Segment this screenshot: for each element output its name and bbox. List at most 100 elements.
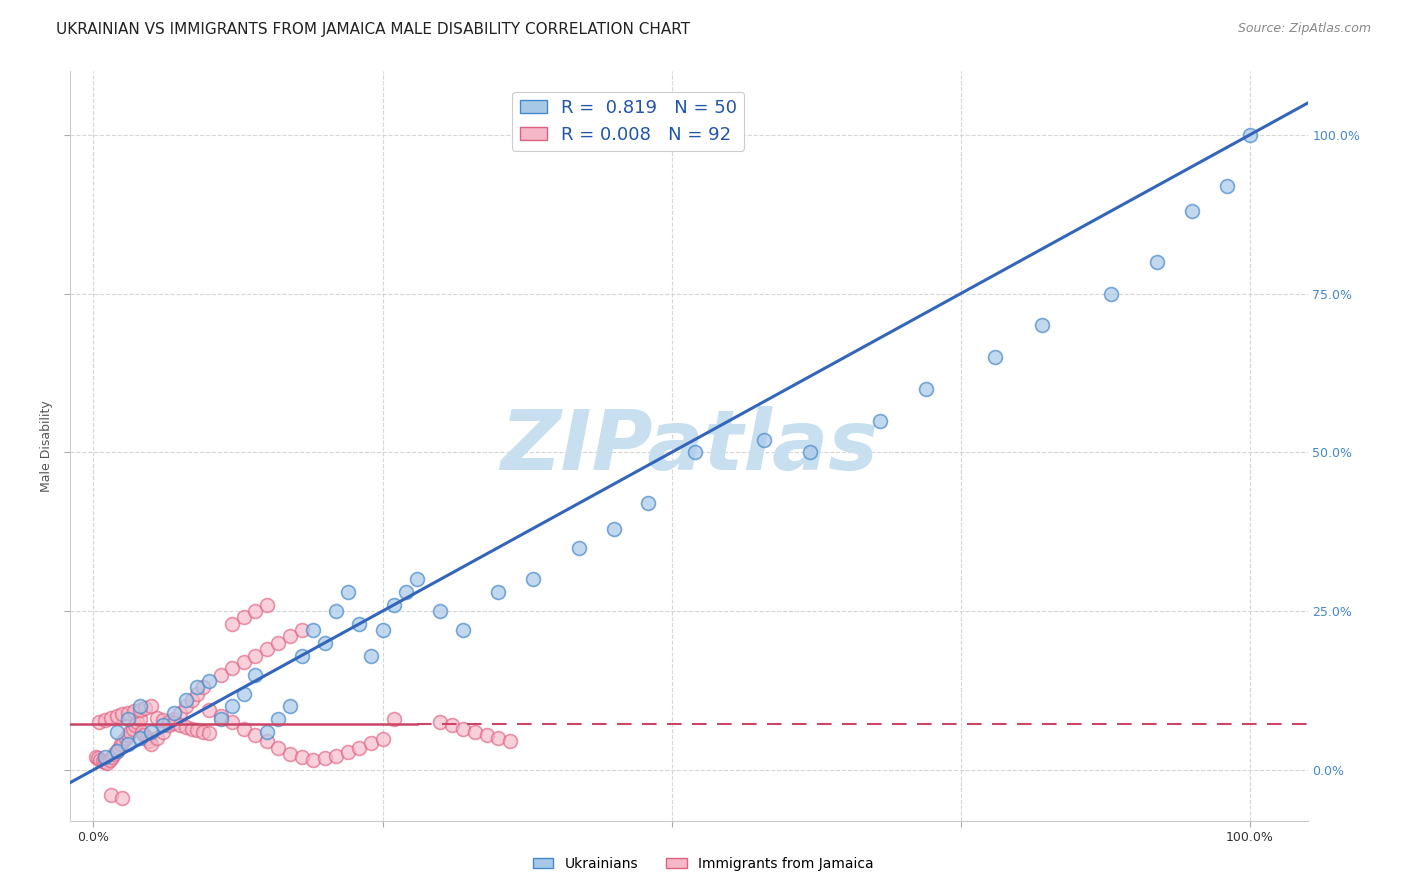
Point (146, 731, 169, 745)
Point (128, 702, 150, 716)
Point (157, 718, 180, 732)
Point (349, 740, 371, 755)
Point (371, 732, 394, 747)
Point (325, 604, 347, 618)
Point (395, 585, 418, 599)
Point (440, 718, 463, 732)
Point (94, 756, 117, 770)
Point (278, 699, 301, 714)
Point (114, 731, 136, 745)
Point (486, 585, 509, 599)
Point (1146, 255, 1168, 269)
Point (152, 718, 174, 732)
Point (141, 738, 163, 752)
Point (105, 724, 128, 739)
Point (111, 791, 134, 805)
Legend: R =  0.819   N = 50, R = 0.008   N = 92: R = 0.819 N = 50, R = 0.008 N = 92 (512, 92, 744, 151)
Point (186, 723, 208, 738)
Point (152, 713, 174, 727)
Point (101, 750, 124, 764)
Point (382, 712, 405, 726)
Point (186, 687, 208, 701)
Point (152, 724, 174, 739)
Point (96, 756, 118, 771)
Point (105, 709, 128, 723)
Point (302, 623, 325, 637)
Point (302, 753, 325, 767)
Point (336, 585, 359, 599)
Point (256, 642, 278, 657)
Point (100, 789, 122, 803)
Point (752, 433, 775, 447)
Point (221, 616, 243, 631)
Point (89, 715, 111, 730)
Point (360, 648, 382, 663)
Point (163, 712, 186, 726)
Point (245, 667, 267, 681)
Point (124, 718, 146, 732)
Point (180, 722, 202, 736)
Point (135, 731, 157, 745)
Point (180, 693, 202, 707)
Point (141, 724, 163, 739)
Point (232, 722, 254, 736)
Point (290, 623, 312, 637)
Point (193, 724, 215, 739)
Text: Source: ZipAtlas.com: Source: ZipAtlas.com (1237, 22, 1371, 36)
Point (94, 750, 117, 764)
Point (278, 747, 301, 761)
Point (98, 753, 121, 767)
Point (453, 623, 475, 637)
Point (221, 699, 243, 714)
Point (475, 728, 498, 742)
Point (134, 728, 156, 742)
Point (314, 751, 336, 765)
Point (108, 740, 131, 755)
Point (382, 598, 405, 612)
Point (198, 673, 221, 688)
Point (169, 718, 191, 732)
Point (232, 610, 254, 624)
Point (522, 572, 544, 586)
Point (232, 655, 254, 669)
Point (683, 445, 706, 459)
Point (117, 738, 139, 752)
Point (111, 706, 134, 721)
Point (209, 667, 232, 681)
Point (603, 522, 626, 536)
Point (1215, 178, 1237, 193)
Y-axis label: Male Disability: Male Disability (39, 401, 53, 491)
Point (117, 712, 139, 726)
Point (799, 445, 821, 459)
Point (1031, 318, 1053, 333)
Point (325, 748, 347, 763)
Point (256, 598, 278, 612)
Point (105, 744, 128, 758)
Point (637, 496, 659, 510)
Point (138, 734, 160, 748)
Point (429, 604, 451, 618)
Point (163, 706, 186, 720)
Point (157, 714, 180, 729)
Point (112, 734, 135, 748)
Point (131, 724, 153, 739)
Point (290, 648, 312, 663)
Point (256, 734, 278, 748)
Point (127, 715, 149, 730)
Point (278, 630, 301, 644)
Point (105, 744, 128, 758)
Point (245, 604, 267, 618)
Point (568, 541, 591, 555)
Point (349, 616, 371, 631)
Point (169, 706, 191, 720)
Point (486, 731, 509, 745)
Point (429, 715, 451, 730)
Point (121, 722, 143, 736)
Point (1099, 286, 1122, 301)
Point (174, 720, 197, 734)
Point (117, 728, 139, 742)
Point (984, 350, 1007, 364)
Point (110, 738, 132, 752)
Point (146, 711, 169, 725)
Point (134, 700, 156, 714)
